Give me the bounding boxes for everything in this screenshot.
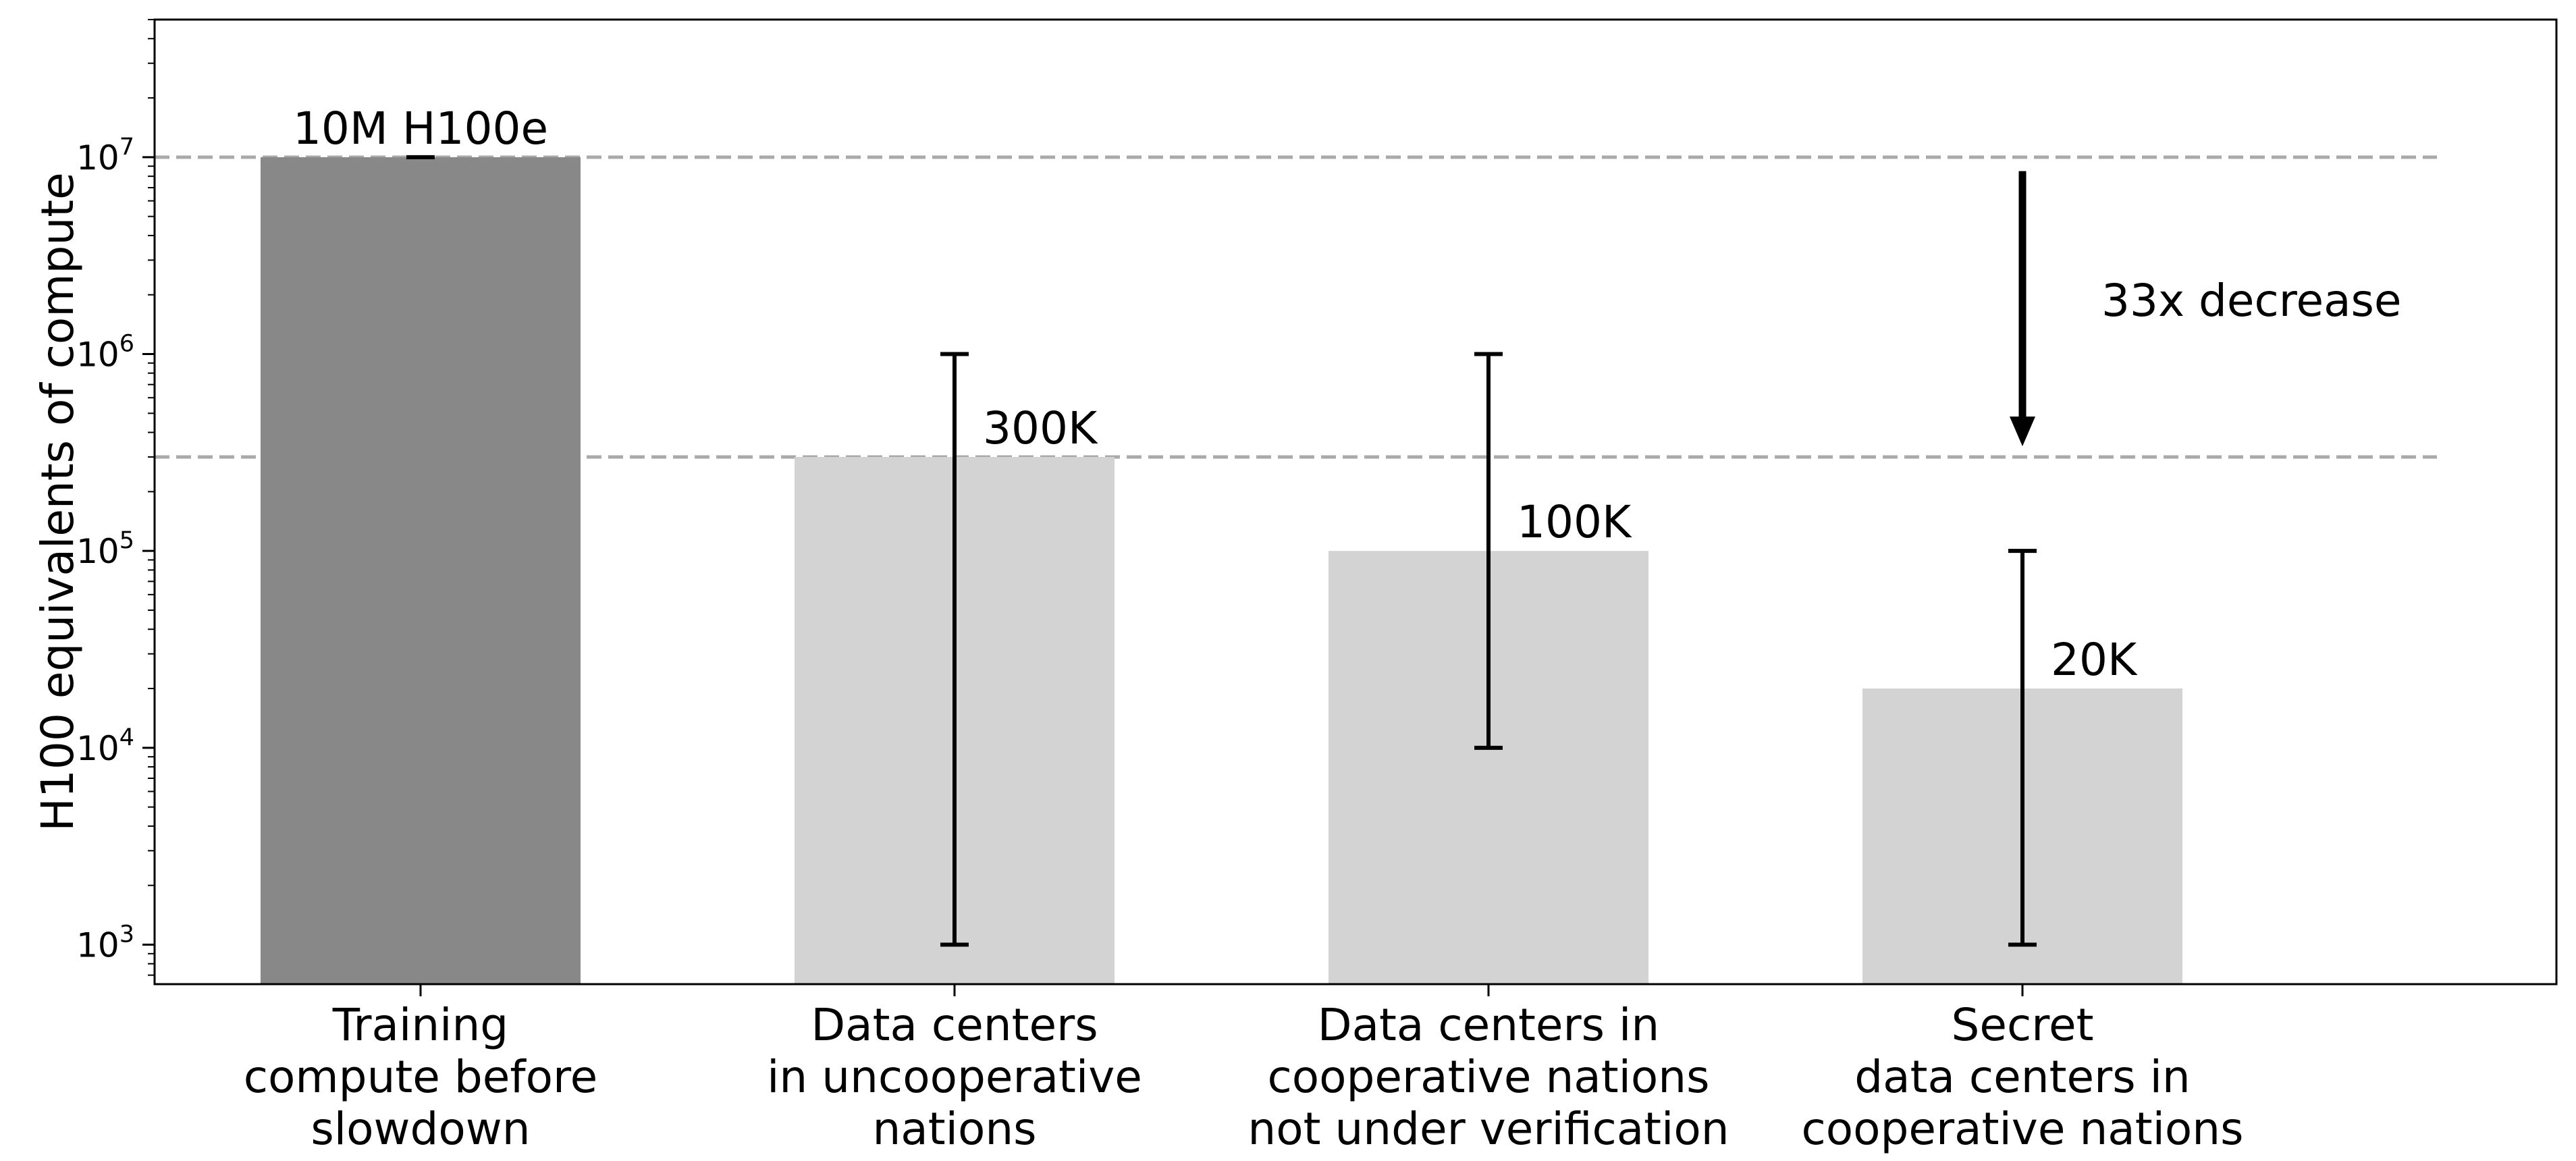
value-label-3: 100K — [1517, 496, 1632, 548]
category-label-3: Data centers in cooperative nations not un… — [1247, 999, 1729, 1155]
y-tick-label-5: 107 — [76, 134, 134, 178]
category-label-4: Secret data centers in cooperative nations — [1801, 999, 2243, 1155]
y-tick-label-4: 106 — [76, 331, 134, 375]
y-tick-label-2: 104 — [76, 724, 134, 768]
value-label-1: 10M H100e — [293, 103, 548, 155]
y-tick-label-1: 103 — [76, 921, 134, 965]
error-bars — [406, 155, 2037, 947]
value-label-2: 300K — [983, 402, 1098, 454]
bar-1 — [261, 157, 581, 984]
category-label-1: Training compute before slowdown — [244, 999, 598, 1155]
plot-frame — [153, 18, 2558, 986]
x-axis: Training compute before slowdown Data cente… — [244, 984, 2244, 1155]
decrease-arrow-head — [2010, 416, 2035, 447]
annotation: 33x decrease — [2010, 171, 2402, 447]
value-labels: 10M H100e 300K 100K 20K — [293, 103, 2138, 686]
y-tick-label-3: 105 — [76, 527, 134, 571]
value-label-4: 20K — [2051, 634, 2138, 686]
decrease-annotation: 33x decrease — [2101, 275, 2402, 327]
bars — [261, 157, 2182, 984]
y-axis: 103 104 105 106 107 — [76, 19, 155, 976]
y-axis-title: H100 equivalents of compute — [32, 172, 84, 832]
category-label-2: Data centers in uncooperative nations — [767, 999, 1142, 1155]
